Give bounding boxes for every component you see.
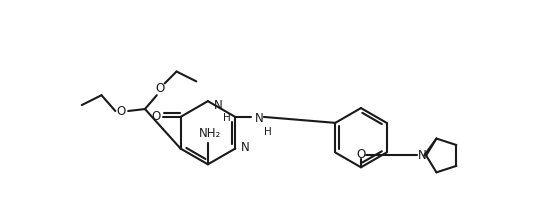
Text: H: H — [223, 113, 230, 123]
Text: N: N — [418, 149, 426, 162]
Text: O: O — [155, 82, 165, 95]
Text: N: N — [241, 141, 250, 154]
Text: O: O — [356, 148, 366, 161]
Text: NH₂: NH₂ — [198, 127, 221, 140]
Text: N: N — [214, 99, 222, 112]
Text: O: O — [151, 110, 161, 123]
Text: N: N — [255, 112, 264, 125]
Text: H: H — [264, 127, 272, 137]
Text: O: O — [117, 105, 126, 118]
